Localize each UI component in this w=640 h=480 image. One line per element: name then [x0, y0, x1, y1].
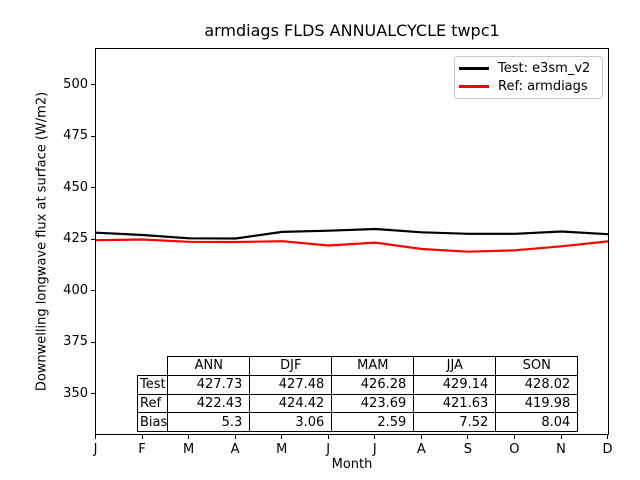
y-tick-label: 450 [63, 179, 88, 195]
table-cell: 424.42 [249, 393, 333, 414]
x-tick-mark [95, 435, 96, 439]
table-row-label: Ref [136, 393, 169, 414]
test-line [96, 227, 608, 240]
table-row-test: Test 427.73 427.48 426.28 429.14 428.02 [136, 374, 579, 395]
y-tick-mark [91, 187, 95, 189]
legend-item-ref: Ref: armdiags [455, 78, 602, 96]
legend-item-test: Test: e3sm_v2 [455, 59, 602, 77]
table-cell: 428.02 [495, 374, 579, 395]
table-cell: 2.59 [331, 412, 415, 432]
x-tick-label: A [416, 442, 426, 457]
y-tick-label: 350 [63, 385, 88, 401]
y-tick-label: 400 [63, 282, 88, 298]
x-tick-mark [188, 435, 190, 439]
x-tick-mark [607, 435, 608, 439]
x-tick-label: M [276, 442, 288, 457]
table-header-cell: JJA [413, 356, 497, 376]
table-header-cell: DJF [249, 356, 333, 376]
x-tick-mark [513, 435, 515, 439]
table-header-cell: ANN [167, 356, 251, 376]
table-cell: 419.98 [495, 393, 579, 414]
x-axis-label: Month [331, 457, 373, 472]
table-header-cell: SON [495, 356, 579, 376]
table-cell: 3.06 [249, 412, 333, 432]
chart-title: armdiags FLDS ANNUALCYCLE twpc1 [204, 21, 500, 40]
table-cell: 429.14 [413, 374, 497, 395]
x-tick-label: N [556, 442, 566, 457]
table-row-ref: Ref 422.43 424.42 423.69 421.63 419.98 [136, 393, 579, 414]
table-cell: 427.73 [167, 374, 251, 395]
x-tick-label: S [463, 442, 473, 457]
table-corner-cell [138, 357, 168, 376]
x-tick-mark [467, 435, 469, 439]
table-cell: 421.63 [413, 393, 497, 414]
x-tick-label: J [372, 442, 377, 457]
y-tick-mark [91, 84, 95, 85]
y-tick-label: 500 [63, 76, 88, 92]
ref-line-swatch [459, 85, 489, 88]
y-tick-label: 425 [63, 231, 88, 247]
table-header-row: ANN DJF MAM JJA SON [138, 356, 579, 376]
y-tick-mark [91, 290, 95, 292]
y-tick-mark [91, 135, 95, 137]
x-tick-mark [141, 435, 143, 439]
x-tick-mark [234, 435, 236, 439]
table-header-cell: MAM [331, 356, 415, 376]
table-cell: 422.43 [167, 393, 251, 414]
table-cell: 7.52 [413, 412, 497, 432]
line-chart-canvas [96, 227, 608, 253]
table-row-label: Bias [136, 412, 169, 432]
x-tick-label: D [602, 442, 613, 457]
x-tick-mark [560, 435, 562, 439]
legend: Test: e3sm_v2 Ref: armdiags [454, 56, 603, 99]
y-tick-mark [91, 238, 95, 240]
test-line-swatch [459, 67, 489, 70]
table-cell: 8.04 [495, 412, 579, 432]
stats-table: ANN DJF MAM JJA SON Test 427.73 427.48 4… [136, 356, 579, 432]
x-tick-label: J [93, 442, 98, 457]
x-tick-label: M [182, 442, 195, 457]
table-cell: 5.3 [167, 412, 251, 432]
x-tick-mark [281, 435, 283, 439]
y-tick-label: 475 [63, 128, 88, 143]
table-cell: 423.69 [331, 393, 415, 414]
x-tick-label: F [138, 442, 146, 457]
table-row-bias: Bias 5.3 3.06 2.59 7.52 8.04 [136, 412, 579, 432]
x-tick-mark [420, 435, 422, 439]
x-tick-label: A [230, 442, 240, 457]
y-tick-mark [91, 341, 95, 343]
legend-label-ref: Ref: armdiags [498, 79, 588, 95]
x-tick-label: J [326, 442, 331, 457]
y-tick-mark [91, 393, 95, 395]
table-cell: 426.28 [331, 374, 415, 395]
ref-line [96, 238, 608, 253]
table-row-label: Test [136, 374, 169, 395]
x-tick-mark [327, 435, 329, 439]
x-tick-mark [374, 435, 376, 439]
table-cell: 427.48 [249, 374, 333, 395]
legend-label-test: Test: e3sm_v2 [498, 60, 591, 76]
y-tick-label: 375 [63, 334, 88, 350]
x-tick-label: O [509, 442, 520, 457]
